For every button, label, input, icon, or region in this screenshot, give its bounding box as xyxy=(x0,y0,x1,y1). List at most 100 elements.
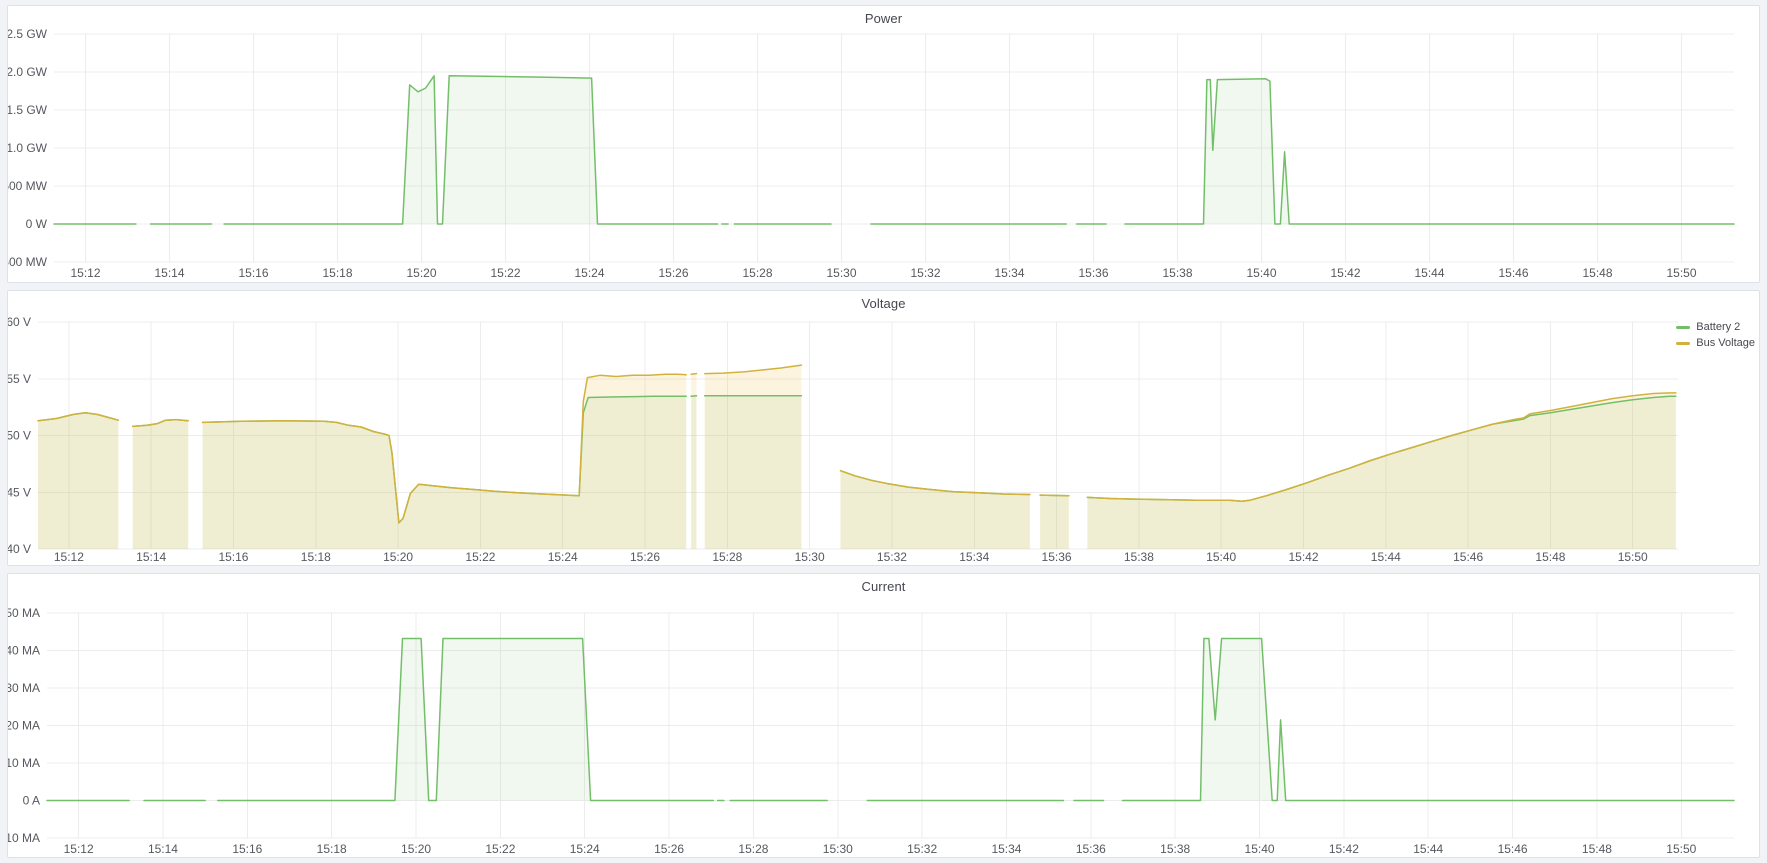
legend: Battery 2 Bus Voltage xyxy=(1676,321,1755,350)
y-axis-tick-label: 0 A xyxy=(23,794,40,808)
bus-voltage-series-line xyxy=(839,469,1031,496)
x-axis-tick-label: 15:48 xyxy=(1582,842,1612,856)
y-axis-tick-label: -10 MA xyxy=(8,831,40,845)
x-axis-tick-label: 15:28 xyxy=(742,266,772,280)
battery-2-series-area xyxy=(1087,396,1676,549)
panel-power: Power 2.5 GW 2.0 GW 1.5 GW 1.0 GW 500 MW 0 W -… xyxy=(7,5,1760,283)
bus-voltage-series-line xyxy=(1039,494,1070,497)
x-axis-tick-label: 15:50 xyxy=(1666,266,1696,280)
y-axis-tick-label: 50 MA xyxy=(8,606,40,620)
bus-voltage-series-area xyxy=(1087,392,1676,549)
x-axis-tick-label: 15:24 xyxy=(574,266,604,280)
bus-voltage-series-area xyxy=(202,374,687,549)
x-axis-tick-label: 15:44 xyxy=(1414,266,1444,280)
y-axis-tick-label: 500 MW xyxy=(8,179,48,193)
x-axis-tick-label: 15:20 xyxy=(383,550,413,564)
x-axis-tick-label: 15:32 xyxy=(877,550,907,564)
y-axis-tick-label: 20 MA xyxy=(8,719,40,733)
battery-2-series-line xyxy=(690,395,698,398)
series-color-icon xyxy=(1676,342,1691,345)
battery-2-series-area xyxy=(691,395,697,549)
bus-voltage-series-line xyxy=(131,418,189,428)
current-series-area xyxy=(217,638,714,801)
bus-voltage-series-line xyxy=(37,412,120,422)
x-axis-tick-label: 15:48 xyxy=(1535,550,1565,564)
x-axis-tick-label: 15:12 xyxy=(54,550,84,564)
x-axis-tick-label: 15:18 xyxy=(322,266,352,280)
x-axis-tick-label: 15:12 xyxy=(70,266,100,280)
x-axis-tick-label: 15:34 xyxy=(991,842,1021,856)
bus-voltage-series-area xyxy=(1040,495,1069,549)
x-axis-tick-label: 15:16 xyxy=(238,266,268,280)
bus-voltage-series-line xyxy=(201,373,687,524)
power-series-line xyxy=(1124,78,1735,225)
current-chart[interactable]: 50 MA 40 MA 30 MA 20 MA 10 MA 0 A -10 MA 15:12 1… xyxy=(8,574,1761,859)
x-axis-tick-label: 15:30 xyxy=(823,842,853,856)
panel-title-voltage[interactable]: Voltage xyxy=(861,296,906,311)
y-axis-tick-label: 2.5 GW xyxy=(8,27,48,41)
x-axis-tick-label: 15:22 xyxy=(485,842,515,856)
y-axis-tick-label: 0 W xyxy=(26,217,48,231)
x-axis-tick-label: 15:38 xyxy=(1162,266,1192,280)
battery-2-series-area xyxy=(840,470,1030,549)
bus-voltage-series-line xyxy=(1086,392,1677,503)
x-axis-tick-label: 15:32 xyxy=(907,842,937,856)
x-axis-tick-label: 15:36 xyxy=(1078,266,1108,280)
current-series-area xyxy=(1122,638,1734,801)
bus-voltage-series-area xyxy=(132,419,189,549)
panel-title-power[interactable]: Power xyxy=(864,11,903,26)
x-axis-tick-label: 15:36 xyxy=(1076,842,1106,856)
x-axis-tick-label: 15:46 xyxy=(1498,842,1528,856)
x-axis-tick-label: 15:22 xyxy=(490,266,520,280)
x-axis-tick-label: 15:26 xyxy=(658,266,688,280)
x-axis-tick-label: 15:18 xyxy=(317,842,347,856)
panel-current: Current 50 MA 40 MA 30 MA 20 MA 10 MA 0 A -10 … xyxy=(7,573,1760,858)
x-axis-tick-label: 15:20 xyxy=(406,266,436,280)
power-chart[interactable]: 2.5 GW 2.0 GW 1.5 GW 1.0 GW 500 MW 0 W -500 MW… xyxy=(8,6,1761,284)
x-axis-tick-label: 15:16 xyxy=(218,550,248,564)
x-axis-tick-label: 15:30 xyxy=(795,550,825,564)
y-axis-tick-label: 55 V xyxy=(8,372,31,386)
y-axis-tick-label: 30 MA xyxy=(8,681,40,695)
x-axis-tick-label: 15:38 xyxy=(1124,550,1154,564)
x-axis-tick-label: 15:36 xyxy=(1042,550,1072,564)
y-axis-tick-label: 45 V xyxy=(8,485,31,499)
bus-voltage-series-area xyxy=(38,412,119,549)
x-axis-tick-label: 15:44 xyxy=(1371,550,1401,564)
x-axis-tick-label: 15:44 xyxy=(1413,842,1443,856)
x-axis-tick-label: 15:14 xyxy=(136,550,166,564)
x-axis-tick-label: 15:14 xyxy=(148,842,178,856)
x-axis-tick-label: 15:24 xyxy=(548,550,578,564)
x-axis-tick-label: 15:18 xyxy=(301,550,331,564)
bus-voltage-series-area xyxy=(840,470,1030,549)
current-series-line xyxy=(1121,637,1735,802)
battery-2-series-area xyxy=(1040,495,1069,549)
battery-2-series-area xyxy=(202,396,687,549)
legend-item-battery-2[interactable]: Battery 2 xyxy=(1676,321,1740,334)
y-axis-tick-label: 50 V xyxy=(8,429,31,443)
x-axis-tick-label: 15:32 xyxy=(910,266,940,280)
y-axis-tick-label: 60 V xyxy=(8,315,31,329)
x-axis-tick-label: 15:30 xyxy=(826,266,856,280)
y-axis-tick-label: 40 MA xyxy=(8,644,40,658)
y-axis-tick-label: 1.0 GW xyxy=(8,141,48,155)
power-series-line xyxy=(223,75,719,225)
x-axis-tick-label: 15:24 xyxy=(570,842,600,856)
x-axis-tick-label: 15:50 xyxy=(1666,842,1696,856)
voltage-chart[interactable]: 60 V 55 V 50 V 45 V 40 V 15:12 15:14 15:16 15:18… xyxy=(8,291,1761,567)
x-axis-tick-label: 15:34 xyxy=(959,550,989,564)
x-axis-tick-label: 15:42 xyxy=(1288,550,1318,564)
x-axis-tick-label: 15:12 xyxy=(64,842,94,856)
power-series-area xyxy=(224,75,718,224)
x-axis-tick-label: 15:26 xyxy=(630,550,660,564)
panel-title-current[interactable]: Current xyxy=(861,579,906,594)
legend-item-bus-voltage[interactable]: Bus Voltage xyxy=(1676,337,1755,350)
x-axis-tick-label: 15:28 xyxy=(712,550,742,564)
battery-2-series-area xyxy=(704,395,802,549)
panel-voltage: Voltage 60 V 55 V 50 V 45 V 40 V 15:12 15:14 15… xyxy=(7,290,1760,566)
x-axis-tick-label: 15:40 xyxy=(1246,266,1276,280)
current-series-line xyxy=(217,637,715,802)
x-axis-tick-label: 15:26 xyxy=(654,842,684,856)
x-axis-tick-label: 15:22 xyxy=(465,550,495,564)
